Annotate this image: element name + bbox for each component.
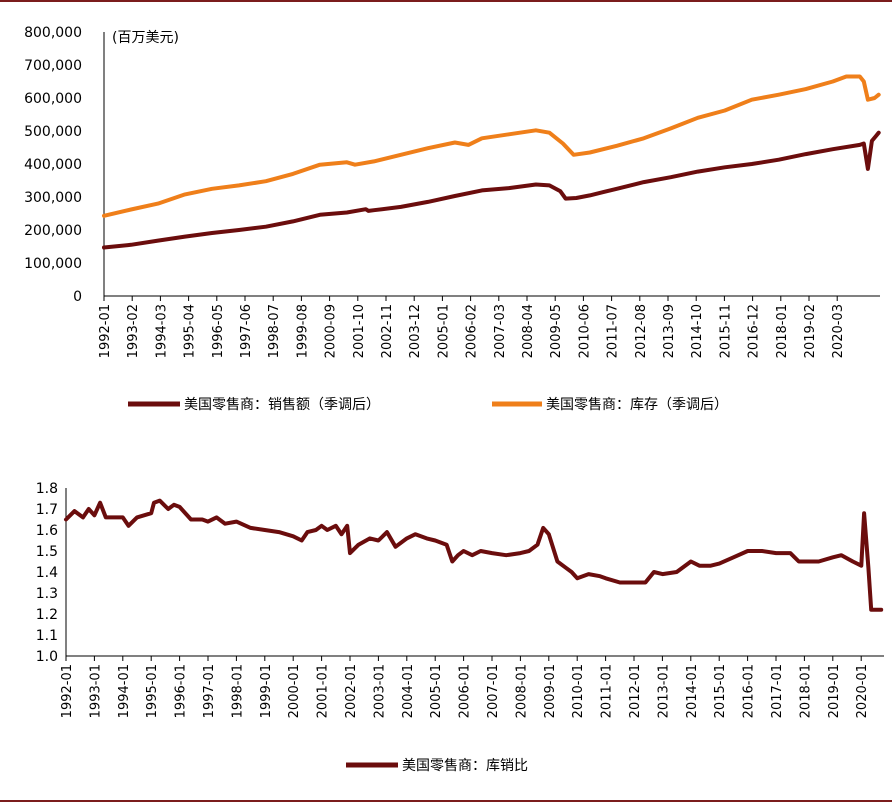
legend-inventory-label: 美国零售商：库存（季调后）: [546, 397, 728, 413]
series-line-1: [102, 74, 881, 218]
x-tick-label: 2001-01: [316, 664, 331, 718]
x-tick-label: 2006-01: [458, 664, 473, 718]
x-tick-label: 2009-01: [543, 664, 558, 718]
x-tick-label: 2012-08: [634, 304, 649, 358]
x-tick-label: 2018-01: [798, 664, 813, 718]
sales-inventory-chart: (百万美元) 0 100,000 200,000 300,000 400,000 500,…: [24, 25, 881, 413]
y-tick-label: 600,000: [24, 91, 82, 107]
x-tick-label: 2010-01: [571, 664, 586, 718]
x-tick-label: 2019-01: [827, 664, 842, 718]
x-tick-label: 2020-01: [855, 664, 870, 718]
x-tick-label: 2007-03: [493, 304, 508, 358]
x-tick-label: 2008-01: [514, 664, 529, 718]
x-tick-label: 2005-01: [429, 664, 444, 718]
x-tick-label: 2003-01: [372, 664, 387, 718]
x-tick-label: 2002-01: [344, 664, 359, 718]
x-tick-label: 2014-10: [690, 304, 705, 358]
y-tick-label: 1.1: [36, 628, 58, 644]
x-tick-label: 2019-02: [803, 304, 818, 358]
y-tick-label: 200,000: [24, 223, 82, 239]
y-tick-label: 500,000: [24, 124, 82, 140]
y-tick-label: 1.2: [36, 607, 58, 623]
x-tick-label: 2009-05: [549, 304, 564, 358]
x-tick-label: 1994-01: [117, 664, 132, 718]
y-tick-label: 1.7: [36, 502, 58, 518]
x-tick-label: 1993-02: [126, 304, 141, 358]
x-tick-label: 2011-07: [606, 304, 621, 358]
x-tick-label: 1996-05: [211, 304, 226, 358]
y-tick-label: 800,000: [24, 25, 82, 41]
x-tick-label: 2015-11: [718, 304, 733, 358]
x-tick-label: 2008-04: [521, 304, 536, 358]
x-tick-label: 1996-01: [174, 664, 189, 718]
series-line-0: [64, 498, 884, 612]
x-tick-label: 1998-07: [267, 304, 282, 358]
x-tick-label: 2013-09: [662, 304, 677, 358]
y-tick-label: 1.8: [36, 481, 58, 497]
top-rule: [0, 0, 892, 2]
x-tick-label: 1994-03: [154, 304, 169, 358]
x-tick-label: 1998-01: [230, 664, 245, 718]
x-tick-label: 2012-01: [628, 664, 643, 718]
y-tick-label: 1.0: [36, 649, 58, 665]
unit-label: (百万美元): [112, 30, 179, 46]
x-tick-label: 2020-03: [831, 304, 846, 358]
y-tick-label: 0: [73, 289, 82, 305]
inventory-sales-ratio-chart: 1.0 1.1 1.2 1.3 1.4 1.5 1.6 1.7 1.8 1992-01 1993-0…: [36, 481, 884, 774]
x-tick-label: 2011-01: [600, 664, 615, 718]
bottom-rule: [0, 800, 892, 802]
y-tick-label: 400,000: [24, 157, 82, 173]
y-tick-label: 1.3: [36, 586, 58, 602]
series-line-0: [102, 130, 881, 250]
x-tick-label: 2002-11: [380, 304, 395, 358]
x-tick-label: 2007-01: [486, 664, 501, 718]
x-tick-label: 2016-12: [747, 304, 762, 358]
y-tick-label: 100,000: [24, 256, 82, 272]
x-tick-label: 1995-04: [183, 304, 198, 358]
x-tick-label: 2017-01: [770, 664, 785, 718]
legend-ratio-label: 美国零售商：库销比: [402, 758, 528, 774]
x-tick-label: 1997-01: [202, 664, 217, 718]
x-tick-label: 2001-10: [352, 304, 367, 358]
x-tick-label: 2000-09: [324, 304, 339, 358]
y-tick-label: 1.5: [36, 544, 58, 560]
x-tick-label: 2016-01: [742, 664, 757, 718]
x-tick-label: 1992-01: [98, 304, 113, 358]
x-tick-label: 2004-01: [401, 664, 416, 718]
x-tick-label: 2015-01: [713, 664, 728, 718]
y-tick-label: 1.4: [36, 565, 58, 581]
x-tick-label: 2010-06: [577, 304, 592, 358]
x-tick-label: 2018-01: [775, 304, 790, 358]
x-tick-label: 2013-01: [656, 664, 671, 718]
y-tick-label: 1.6: [36, 523, 58, 539]
y-tick-label: 700,000: [24, 58, 82, 74]
x-tick-label: 2006-02: [465, 304, 480, 358]
x-tick-label: 1999-08: [295, 304, 310, 358]
x-tick-label: 2005-01: [436, 304, 451, 358]
legend-sales-label: 美国零售商：销售额（季调后）: [184, 397, 380, 413]
x-tick-label: 1992-01: [60, 664, 75, 718]
x-tick-label: 1995-01: [145, 664, 160, 718]
x-tick-label: 2014-01: [685, 664, 700, 718]
x-tick-label: 1993-01: [88, 664, 103, 718]
x-tick-label: 1999-01: [259, 664, 274, 718]
x-tick-label: 2003-12: [408, 304, 423, 358]
y-tick-label: 300,000: [24, 190, 82, 206]
x-tick-label: 2000-01: [287, 664, 302, 718]
x-tick-label: 1997-06: [239, 304, 254, 358]
